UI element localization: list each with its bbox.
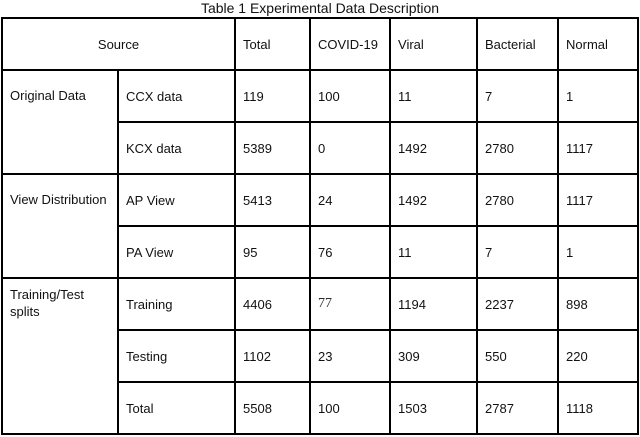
table-row: Total 5508 100 1503 2787 1118	[2, 381, 640, 435]
table-row: View Distribution AP View 5413 24 1492 2…	[1, 173, 640, 279]
group-label-view-distribution: View Distribution	[1, 173, 119, 279]
data-cell: 2787	[476, 381, 560, 435]
col-header-source: Source	[0, 17, 237, 71]
col-header-total: Total	[234, 17, 312, 71]
group-label-training-test-splits: Training/Test splits	[1, 277, 119, 435]
col-header-viral: Viral	[389, 17, 479, 71]
data-cell: 1194	[389, 277, 479, 331]
data-cell: 95	[234, 225, 312, 279]
data-cell: 220	[557, 329, 640, 383]
data-cell: 898	[557, 277, 640, 331]
row-label-ap-view: AP View	[116, 173, 237, 227]
data-cell: 77	[309, 277, 392, 331]
table-row: Testing 1102 23 309 550 220	[2, 329, 640, 383]
row-label-pa-view: PA View	[116, 225, 237, 279]
row-label-total: Total	[116, 381, 237, 435]
data-cell: 1117	[557, 173, 640, 227]
row-label-ccx-data: CCX data	[116, 69, 237, 123]
data-cell: 100	[309, 381, 392, 435]
table-row: KCX data 5389 0 1492 2780 1117	[2, 121, 640, 175]
data-cell: 1503	[389, 381, 479, 435]
data-cell: 2780	[476, 173, 560, 227]
row-label-training: Training	[116, 277, 237, 331]
data-cell: 2237	[476, 277, 560, 331]
table-row: PA View 95 76 11 7 1	[2, 225, 640, 279]
col-header-normal: Normal	[557, 17, 640, 71]
group-label-original-data: Original Data	[1, 69, 119, 175]
col-header-covid19: COVID-19	[309, 17, 392, 71]
data-cell: 1492	[389, 173, 479, 227]
table-row: Training/Test splits Training 4406 77 11…	[1, 277, 640, 435]
data-cell: 4406	[234, 277, 312, 331]
data-cell: 1	[557, 225, 640, 279]
header-row: Source Total COVID-19 Viral Bacterial No…	[0, 17, 640, 71]
table-title: Table 1 Experimental Data Description	[200, 0, 440, 16]
data-cell: 5508	[234, 381, 312, 435]
data-cell: 119	[234, 69, 312, 123]
data-cell: 5389	[234, 121, 312, 175]
row-label-testing: Testing	[116, 329, 237, 383]
table-row: Original Data CCX data 119 100 11 7 1	[1, 69, 640, 175]
data-cell: 1117	[557, 121, 640, 175]
data-cell: 76	[309, 225, 392, 279]
data-cell: 100	[309, 69, 392, 123]
data-cell: 23	[309, 329, 392, 383]
data-cell: 24	[309, 173, 392, 227]
group-label-text: View Distribution	[10, 191, 107, 207]
data-cell: 11	[389, 69, 479, 123]
experimental-data-table: Source Total COVID-19 Viral Bacterial No…	[0, 17, 640, 435]
data-cell: 1492	[389, 121, 479, 175]
data-cell: 2780	[476, 121, 560, 175]
data-cell: 1	[557, 69, 640, 123]
data-cell: 5413	[234, 173, 312, 227]
col-header-bacterial: Bacterial	[476, 17, 560, 71]
data-cell: 1102	[234, 329, 312, 383]
data-cell: 309	[389, 329, 479, 383]
group-label-text: Original Data	[10, 87, 86, 103]
data-cell: 11	[389, 225, 479, 279]
data-cell: 7	[476, 69, 560, 123]
data-cell: 550	[476, 329, 560, 383]
data-cell: 7	[476, 225, 560, 279]
data-cell: 0	[309, 121, 392, 175]
row-label-kcx-data: KCX data	[116, 121, 237, 175]
group-label-text: Training/Test splits	[10, 287, 84, 319]
data-cell: 1118	[557, 381, 640, 435]
